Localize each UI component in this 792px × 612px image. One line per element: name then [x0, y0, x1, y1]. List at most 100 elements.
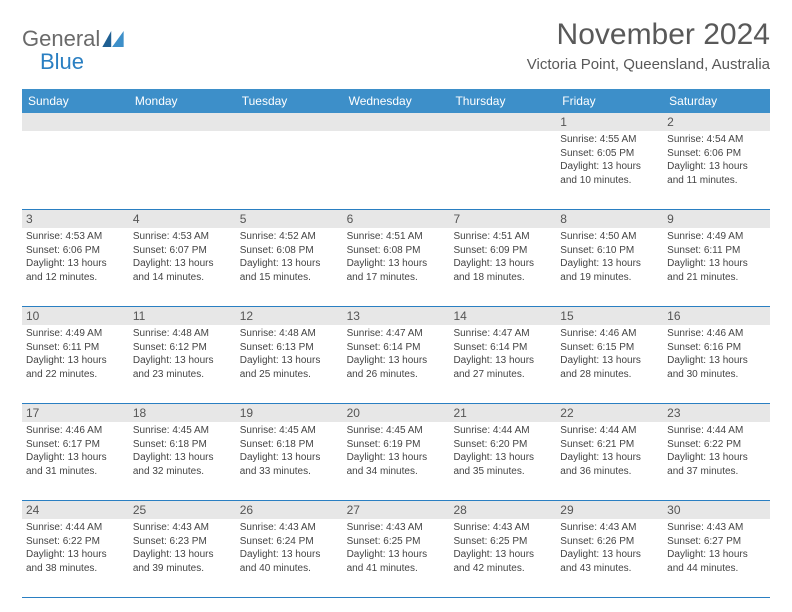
sunrise-text: Sunrise: 4:49 AM: [667, 230, 766, 244]
sunset-text: Sunset: 6:18 PM: [240, 438, 339, 452]
day-number: 17: [22, 404, 129, 422]
day-number: 2: [663, 113, 770, 131]
day-cell: Sunrise: 4:43 AMSunset: 6:23 PMDaylight:…: [129, 519, 236, 597]
sunset-text: Sunset: 6:24 PM: [240, 535, 339, 549]
sunrise-text: Sunrise: 4:44 AM: [26, 521, 125, 535]
day-number: 15: [556, 307, 663, 325]
sunset-text: Sunset: 6:18 PM: [133, 438, 232, 452]
location: Victoria Point, Queensland, Australia: [527, 56, 770, 73]
sunset-text: Sunset: 6:22 PM: [667, 438, 766, 452]
daylight-text-1: Daylight: 13 hours: [667, 160, 766, 174]
daylight-text-2: and 25 minutes.: [240, 368, 339, 382]
daylight-text-2: and 44 minutes.: [667, 562, 766, 576]
sunrise-text: Sunrise: 4:48 AM: [240, 327, 339, 341]
day-cell: [236, 131, 343, 209]
sunrise-text: Sunrise: 4:43 AM: [560, 521, 659, 535]
daylight-text-2: and 43 minutes.: [560, 562, 659, 576]
day-number: 30: [663, 501, 770, 519]
sunrise-text: Sunrise: 4:46 AM: [26, 424, 125, 438]
day-cell: Sunrise: 4:53 AMSunset: 6:07 PMDaylight:…: [129, 228, 236, 306]
sunrise-text: Sunrise: 4:44 AM: [667, 424, 766, 438]
sunset-text: Sunset: 6:11 PM: [667, 244, 766, 258]
day-number: 5: [236, 210, 343, 228]
daylight-text-2: and 41 minutes.: [347, 562, 446, 576]
daylight-text-1: Daylight: 13 hours: [667, 354, 766, 368]
daylight-text-2: and 21 minutes.: [667, 271, 766, 285]
day-number: 28: [449, 501, 556, 519]
brand-logo: General: [22, 18, 124, 52]
day-number-row: 17181920212223: [22, 404, 770, 422]
sunset-text: Sunset: 6:11 PM: [26, 341, 125, 355]
daylight-text-1: Daylight: 13 hours: [26, 548, 125, 562]
sunrise-text: Sunrise: 4:44 AM: [560, 424, 659, 438]
day-number: 14: [449, 307, 556, 325]
sunrise-text: Sunrise: 4:54 AM: [667, 133, 766, 147]
sunrise-text: Sunrise: 4:49 AM: [26, 327, 125, 341]
day-cell: Sunrise: 4:55 AMSunset: 6:05 PMDaylight:…: [556, 131, 663, 209]
day-number: 1: [556, 113, 663, 131]
day-number: 6: [343, 210, 450, 228]
day-number: 3: [22, 210, 129, 228]
day-number: 21: [449, 404, 556, 422]
sunrise-text: Sunrise: 4:43 AM: [240, 521, 339, 535]
brand-sail-icon: [102, 31, 124, 47]
day-cell: Sunrise: 4:43 AMSunset: 6:25 PMDaylight:…: [343, 519, 450, 597]
daylight-text-2: and 36 minutes.: [560, 465, 659, 479]
day-cell: Sunrise: 4:47 AMSunset: 6:14 PMDaylight:…: [449, 325, 556, 403]
day-cell: [343, 131, 450, 209]
daylight-text-2: and 38 minutes.: [26, 562, 125, 576]
day-cell: Sunrise: 4:44 AMSunset: 6:20 PMDaylight:…: [449, 422, 556, 500]
day-number: 27: [343, 501, 450, 519]
daylight-text-2: and 18 minutes.: [453, 271, 552, 285]
day-cell: Sunrise: 4:45 AMSunset: 6:18 PMDaylight:…: [129, 422, 236, 500]
daylight-text-1: Daylight: 13 hours: [26, 451, 125, 465]
sunrise-text: Sunrise: 4:46 AM: [560, 327, 659, 341]
sunrise-text: Sunrise: 4:55 AM: [560, 133, 659, 147]
day-number: 26: [236, 501, 343, 519]
day-cell: Sunrise: 4:46 AMSunset: 6:17 PMDaylight:…: [22, 422, 129, 500]
daylight-text-2: and 39 minutes.: [133, 562, 232, 576]
day-number-row: 12: [22, 113, 770, 131]
sunset-text: Sunset: 6:13 PM: [240, 341, 339, 355]
day-number: 18: [129, 404, 236, 422]
sunrise-text: Sunrise: 4:46 AM: [667, 327, 766, 341]
sunset-text: Sunset: 6:25 PM: [347, 535, 446, 549]
week-row: Sunrise: 4:53 AMSunset: 6:06 PMDaylight:…: [22, 228, 770, 307]
brand-part2: Blue: [40, 49, 84, 74]
day-cell: Sunrise: 4:54 AMSunset: 6:06 PMDaylight:…: [663, 131, 770, 209]
sunset-text: Sunset: 6:17 PM: [26, 438, 125, 452]
dow-sat: Saturday: [663, 89, 770, 113]
sunset-text: Sunset: 6:06 PM: [26, 244, 125, 258]
sunrise-text: Sunrise: 4:51 AM: [347, 230, 446, 244]
calendar-page: General November 2024 Victoria Point, Qu…: [0, 0, 792, 598]
daylight-text-1: Daylight: 13 hours: [240, 354, 339, 368]
daylight-text-1: Daylight: 13 hours: [347, 451, 446, 465]
sunrise-text: Sunrise: 4:43 AM: [667, 521, 766, 535]
sunset-text: Sunset: 6:14 PM: [453, 341, 552, 355]
day-number: 23: [663, 404, 770, 422]
dow-fri: Friday: [556, 89, 663, 113]
sunset-text: Sunset: 6:08 PM: [240, 244, 339, 258]
day-cell: Sunrise: 4:51 AMSunset: 6:08 PMDaylight:…: [343, 228, 450, 306]
daylight-text-1: Daylight: 13 hours: [453, 451, 552, 465]
daylight-text-1: Daylight: 13 hours: [667, 548, 766, 562]
title-block: November 2024 Victoria Point, Queensland…: [527, 18, 770, 73]
daylight-text-1: Daylight: 13 hours: [240, 548, 339, 562]
daylight-text-1: Daylight: 13 hours: [133, 257, 232, 271]
day-cell: Sunrise: 4:51 AMSunset: 6:09 PMDaylight:…: [449, 228, 556, 306]
sunrise-text: Sunrise: 4:51 AM: [453, 230, 552, 244]
day-number: 11: [129, 307, 236, 325]
daylight-text-2: and 42 minutes.: [453, 562, 552, 576]
sunset-text: Sunset: 6:16 PM: [667, 341, 766, 355]
sunrise-text: Sunrise: 4:45 AM: [133, 424, 232, 438]
day-cell: Sunrise: 4:45 AMSunset: 6:19 PMDaylight:…: [343, 422, 450, 500]
month-title: November 2024: [527, 18, 770, 52]
daylight-text-1: Daylight: 13 hours: [667, 451, 766, 465]
sunset-text: Sunset: 6:23 PM: [133, 535, 232, 549]
daylight-text-1: Daylight: 13 hours: [560, 160, 659, 174]
daylight-text-2: and 31 minutes.: [26, 465, 125, 479]
week-row: Sunrise: 4:49 AMSunset: 6:11 PM Daylight:…: [22, 325, 770, 404]
day-cell: Sunrise: 4:48 AMSunset: 6:13 PMDaylight:…: [236, 325, 343, 403]
daylight-text-1: Daylight: 13 hours: [560, 548, 659, 562]
daylight-text-1: Daylight: 13 hours: [240, 257, 339, 271]
